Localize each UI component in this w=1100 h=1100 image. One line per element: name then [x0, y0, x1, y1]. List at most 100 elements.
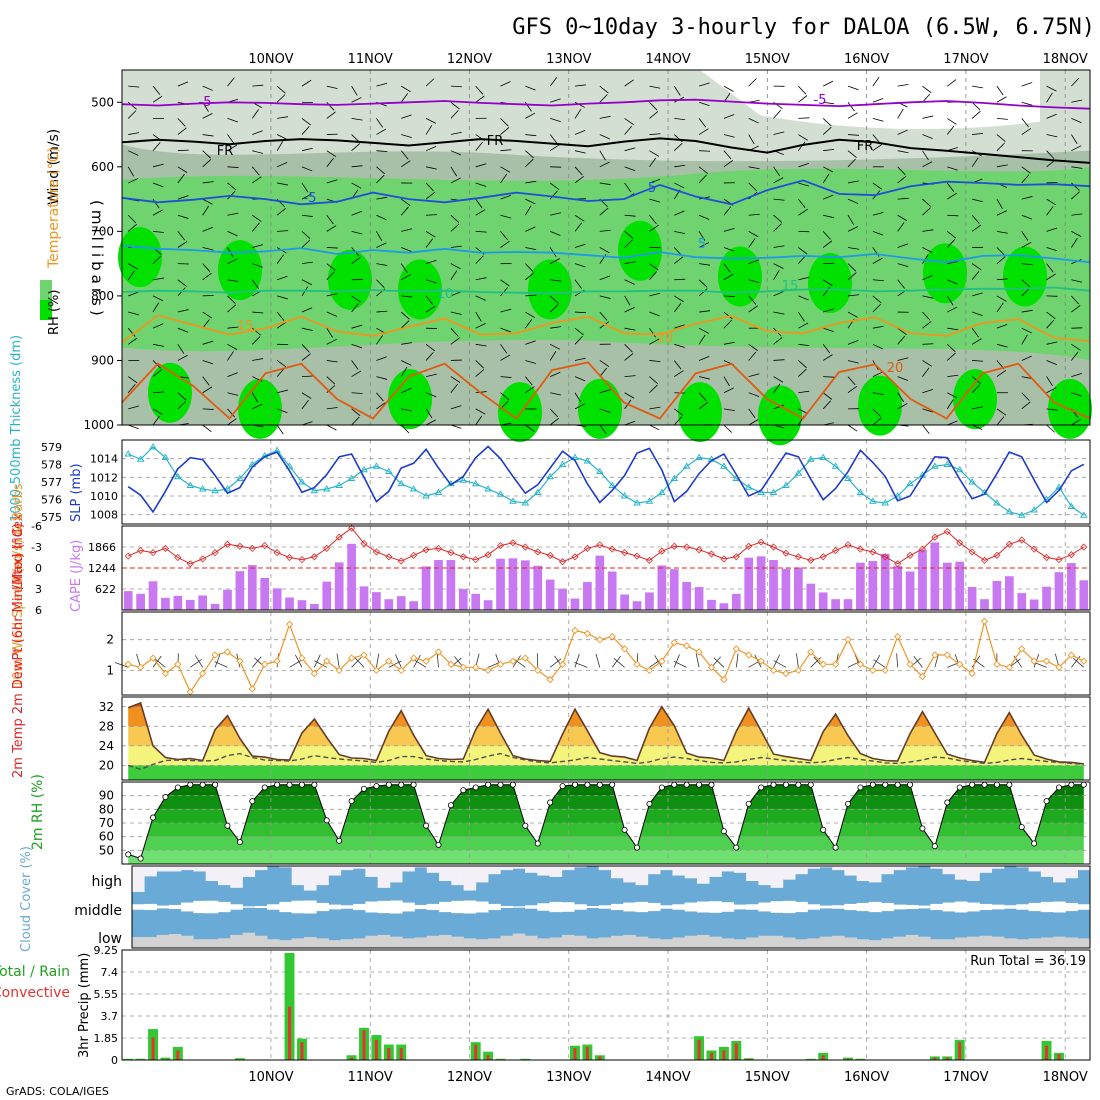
thickness-point [620, 492, 629, 499]
run-total-label: Run Total = 36.19 [970, 954, 1086, 969]
wind-barb [947, 118, 957, 125]
wind-barb [227, 408, 236, 418]
wind-barb [376, 242, 387, 248]
wind-barb [1071, 77, 1080, 87]
cape-bar [161, 597, 170, 610]
tick-label-rh: 50 [99, 843, 114, 857]
precip-convective-bar [734, 1043, 738, 1060]
wind-barb [1021, 401, 1031, 410]
wind-barb [624, 147, 636, 152]
wind-barb [649, 111, 659, 119]
li-point [459, 553, 467, 561]
wind-speed-point [546, 675, 554, 684]
wind-barb [326, 360, 338, 363]
wind-barb [649, 327, 656, 338]
wind-barb [996, 85, 1004, 96]
cloud-middle-clear [279, 901, 292, 913]
wind-barb [276, 408, 288, 414]
wind-barb [127, 270, 135, 281]
thickness-point [670, 474, 679, 481]
thickness-point [881, 499, 890, 506]
cloud-middle-clear [1077, 904, 1091, 910]
wind-barb [276, 161, 288, 168]
cloud-middle-clear [893, 904, 907, 910]
rh-point [137, 855, 144, 862]
cape-bar [1067, 563, 1076, 610]
tick-label-rh: 80 [99, 802, 114, 816]
cloud-high-clear [881, 866, 894, 875]
li-point [745, 542, 753, 550]
wind-speed-point [881, 666, 889, 675]
panel-precip [121, 949, 1091, 1061]
cloud-middle-clear [561, 902, 575, 912]
rh-saturated-blob [528, 259, 572, 320]
rh-saturated-blob [398, 259, 442, 320]
li-point [273, 549, 281, 557]
wind-barb [922, 311, 931, 321]
panel-frame [121, 525, 1091, 611]
wind-barb [376, 335, 384, 345]
surface-wind-barb [295, 654, 303, 668]
cape-bar [198, 595, 208, 610]
wind-barb [401, 360, 412, 366]
cloud-low-bar [340, 939, 354, 948]
wind-barb [1021, 174, 1030, 184]
cloud-low-bar [488, 938, 501, 948]
wind-barb [276, 94, 286, 103]
wind-speed-point [310, 669, 318, 678]
rh-point [782, 781, 789, 788]
wind-barb [847, 272, 857, 281]
wind-speed-point [472, 663, 480, 671]
wind-barb [475, 415, 483, 426]
wind-barb [624, 375, 636, 377]
wind-barb [599, 182, 611, 186]
contour-label: FR [487, 134, 504, 149]
wind-barb [649, 406, 661, 410]
cape-bar [173, 595, 183, 610]
cloud-low-bar [868, 940, 882, 948]
wind-barb [301, 239, 311, 248]
cloud-low-bar [389, 936, 403, 948]
wind-barb [996, 198, 1003, 209]
wind-barb [202, 340, 214, 345]
cloud-middle-clear [954, 901, 968, 913]
tick-label-li: 3 [35, 583, 42, 596]
wind-barb [649, 376, 659, 385]
wind-barb [996, 96, 1007, 103]
cloud-middle-clear [193, 900, 206, 914]
cloud-middle-clear [389, 900, 403, 914]
wind-barb [773, 109, 782, 119]
wind-barb [649, 224, 659, 232]
li-point [186, 560, 194, 568]
wind-barb [401, 387, 412, 394]
cloud-high-clear [156, 866, 170, 872]
wind-barb [996, 295, 1007, 302]
wind-speed-point [459, 663, 467, 671]
wind-barb [450, 245, 462, 248]
wind-barb [723, 150, 732, 160]
wind-barb [649, 338, 660, 345]
cloud-high-clear [377, 866, 391, 888]
wind-barb [326, 263, 336, 271]
wind-barb [227, 144, 238, 152]
wind-barb [798, 295, 809, 301]
wind-barb [127, 327, 136, 337]
wind-barb [698, 392, 707, 402]
rh-point [832, 844, 839, 851]
rh-saturated-blob [923, 243, 967, 304]
rh-point [423, 822, 430, 829]
cloud-high-clear [1065, 866, 1079, 879]
wind-speed-point [1042, 657, 1051, 665]
thickness-point [521, 499, 530, 506]
li-point [124, 552, 132, 560]
wind-barb [276, 360, 287, 368]
thickness-point [397, 479, 406, 487]
wind-barb [847, 150, 857, 158]
surface-wind-barb [413, 654, 421, 668]
tick-label-slp: 1010 [90, 490, 118, 503]
rh-point [311, 781, 318, 788]
li-point [149, 549, 157, 557]
cloud-low-bar [709, 936, 722, 948]
wind-barb [872, 211, 884, 216]
wind-barb [748, 373, 760, 377]
